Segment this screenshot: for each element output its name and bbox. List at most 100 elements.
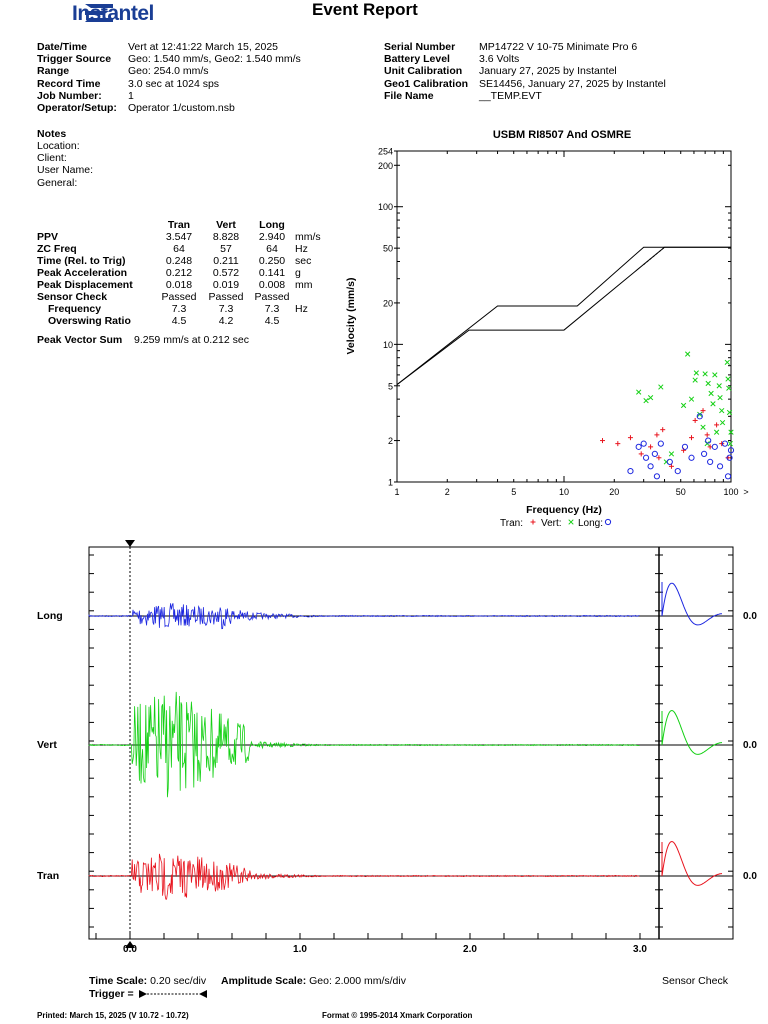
instantel-logo-icon xyxy=(85,4,113,22)
long-point xyxy=(640,440,647,447)
vert-point xyxy=(705,380,711,387)
long-point xyxy=(716,463,724,470)
results-unit: mm/s xyxy=(295,231,321,243)
vert-point xyxy=(684,351,691,357)
amplitude-scale: Amplitude Scale: Geo: 2.000 mm/s/div xyxy=(221,975,406,987)
results-row: Overswing Ratio 4.5 4.2 4.5 xyxy=(37,315,335,327)
vert-point xyxy=(697,411,703,418)
results-cell: 0.008 xyxy=(258,279,286,291)
y-tick-label: 254 xyxy=(378,147,393,157)
results-cell: 7.3 xyxy=(171,303,187,315)
vert-point xyxy=(719,419,726,426)
long-point xyxy=(674,468,681,475)
long-point xyxy=(707,458,714,465)
trigger-marker-top-icon xyxy=(125,540,135,547)
tran-point xyxy=(714,422,720,428)
x-tick-label: 50 xyxy=(676,487,686,497)
results-cell: 0.018 xyxy=(165,279,193,291)
vert-point xyxy=(693,370,699,376)
usbm-chart-title: USBM RI8507 And OSMRE xyxy=(493,129,631,141)
results-row: PPV 3.547 8.828 2.940 mm/s xyxy=(37,231,335,243)
printed-info: Printed: March 15, 2025 (V 10.72 - 10.72… xyxy=(37,1011,189,1020)
results-column-header: Vert xyxy=(216,219,236,231)
long-point xyxy=(711,443,718,450)
results-row-label: Peak Acceleration xyxy=(37,267,128,279)
sensor-check-trace-long xyxy=(661,582,723,626)
results-row-label: ZC Freq xyxy=(37,243,77,255)
limit-curve xyxy=(396,246,731,386)
results-header-row: Tran Vert Long xyxy=(37,219,335,231)
waveform-trace-tran xyxy=(88,853,640,900)
event-info-value: Vert at 12:41:22 March 15, 2025 xyxy=(128,41,279,53)
results-unit xyxy=(295,315,335,327)
x-tick-label: 1 xyxy=(394,487,399,497)
event-info-value: Geo: 254.0 mm/s xyxy=(128,65,209,78)
results-unit: Hz xyxy=(295,303,308,315)
results-unit: g xyxy=(295,267,301,279)
vert-point xyxy=(647,395,654,401)
device-info-label: Unit Calibration xyxy=(384,65,463,78)
tran-point xyxy=(615,441,621,447)
time-scale-value: 0.20 sec/div xyxy=(150,975,207,987)
sensor-check-label: Sensor Check xyxy=(662,975,728,987)
notes-line: Location: xyxy=(37,140,80,152)
results-row-label: Time (Rel. to Trig) xyxy=(37,255,126,267)
usbm-y-axis-label: Velocity (mm/s) xyxy=(345,277,357,354)
vert-point xyxy=(724,359,730,366)
long-point xyxy=(647,463,654,470)
device-info-value: 3.6 Volts xyxy=(479,53,520,66)
results-cell: Passed xyxy=(161,291,197,303)
limit-curve-dashed xyxy=(643,246,665,265)
results-unit: mm xyxy=(295,279,313,291)
usbm-x-axis-label: Frequency (Hz) xyxy=(526,504,602,516)
results-row: Time (Rel. to Trig) 0.248 0.211 0.250 sec xyxy=(37,255,335,267)
long-point xyxy=(666,458,673,465)
waveform-traces xyxy=(88,582,733,900)
tran-point xyxy=(692,417,698,423)
y-tick-label: 5 xyxy=(388,381,393,391)
long-point xyxy=(700,450,708,458)
results-row: Peak Displacement 0.018 0.019 0.008 mm xyxy=(37,279,335,291)
page-title: Event Report xyxy=(312,0,418,19)
results-cell: Passed xyxy=(254,291,290,303)
results-cell: 57 xyxy=(220,243,232,255)
device-info-value: __TEMP.EVT xyxy=(479,89,542,102)
event-info-label: Job Number: xyxy=(37,89,102,102)
long-point xyxy=(657,440,664,447)
results-row-label: Sensor Check xyxy=(37,291,108,303)
results-cell: 64 xyxy=(173,243,185,255)
x-tick-label: 100 xyxy=(723,487,738,497)
tran-point xyxy=(627,435,633,441)
device-info-value: SE14456, January 27, 2025 by Instantel xyxy=(479,77,666,90)
y-tick-label: 100 xyxy=(378,202,393,212)
long-point xyxy=(724,473,732,480)
sensor-check-trace-vert xyxy=(661,709,723,755)
long-point xyxy=(627,468,634,475)
waveform-trace-long xyxy=(88,603,640,630)
event-info-value: 3.0 sec at 1024 sps xyxy=(128,77,220,90)
vert-point xyxy=(700,424,706,430)
sensor-check-trace-tran xyxy=(661,840,723,886)
results-cell: 0.250 xyxy=(258,255,286,267)
results-unit: sec xyxy=(295,255,312,267)
tran-point xyxy=(599,438,605,444)
long-point xyxy=(688,454,695,461)
vert-point xyxy=(716,383,722,389)
results-cell: 2.940 xyxy=(258,231,286,243)
long-point xyxy=(696,413,703,420)
vert-point xyxy=(727,440,733,447)
vert-point xyxy=(713,429,720,435)
tran-point xyxy=(700,408,706,414)
long-point xyxy=(642,454,650,461)
time-tick-label: 1.0 xyxy=(293,944,307,955)
channel-label: Tran xyxy=(37,870,59,882)
notes-line: Client: xyxy=(37,152,67,165)
long-point xyxy=(705,437,712,444)
channel-zero-value: 0.0 xyxy=(743,871,757,882)
y-tick-label: 20 xyxy=(383,298,393,308)
vert-point xyxy=(719,407,725,414)
vert-point xyxy=(726,409,733,416)
event-info-value: Geo: 1.540 mm/s, Geo2: 1.540 mm/s xyxy=(128,53,301,66)
waveform-x-ticks: 0.0 1.0 2.0 3.0 xyxy=(95,933,647,955)
waveform-frame xyxy=(88,546,734,940)
